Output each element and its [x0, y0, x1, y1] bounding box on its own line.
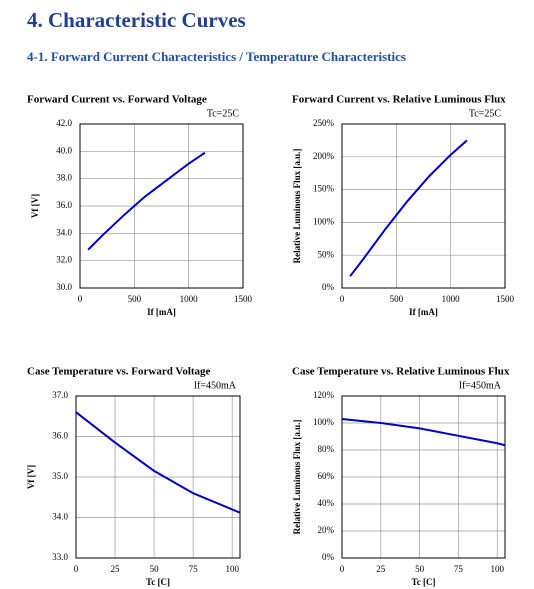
x-tick-label: 1500	[496, 294, 515, 304]
y-tick-label: 100%	[313, 216, 335, 226]
y-tick-label: 0%	[322, 282, 335, 292]
annotation: Tc=25C	[207, 108, 239, 119]
page-title: 4. Characteristic Curves	[27, 8, 246, 32]
y-tick-label: 120%	[313, 390, 335, 400]
x-tick-label: 1500	[234, 294, 253, 304]
chart-title: Forward Current vs. Forward Voltage	[27, 94, 207, 106]
y-tick-label: 34.0	[56, 227, 72, 237]
y-tick-label: 33.0	[52, 552, 68, 562]
chart-title: Case Temperature vs. Forward Voltage	[27, 366, 211, 378]
data-line	[349, 139, 468, 277]
plot-frame	[79, 123, 244, 289]
y-tick-label: 0%	[322, 552, 335, 562]
plot-frame	[341, 395, 506, 559]
y-tick-label: 60%	[318, 471, 335, 481]
x-tick-label: 50	[415, 564, 425, 574]
y-tick-label: 38.0	[56, 173, 72, 183]
y-tick-label: 30.0	[56, 282, 72, 292]
y-tick-label: 250%	[313, 118, 335, 128]
plot-frame	[341, 123, 506, 289]
x-tick-label: 100	[490, 564, 504, 574]
y-tick-label: 34.0	[52, 512, 68, 522]
x-tick-label: 25	[376, 564, 386, 574]
x-tick-label: 0	[340, 564, 345, 574]
x-tick-label: 0	[78, 294, 83, 304]
chart-title: Forward Current vs. Relative Luminous Fl…	[292, 94, 506, 106]
x-axis-label: Tc [C]	[412, 577, 436, 587]
x-tick-label: 25	[111, 564, 121, 574]
x-tick-label: 0	[74, 564, 79, 574]
data-line	[75, 411, 241, 514]
x-tick-label: 75	[454, 564, 464, 574]
y-tick-label: 150%	[313, 184, 335, 194]
x-tick-label: 500	[390, 294, 404, 304]
x-tick-label: 75	[189, 564, 199, 574]
y-tick-label: 35.0	[52, 471, 68, 481]
data-line	[341, 417, 506, 447]
y-tick-label: 80%	[318, 444, 335, 454]
data-line	[87, 151, 206, 251]
y-axis-label: Relative Luminous Flux [a.u.]	[292, 149, 302, 264]
y-tick-label: 36.0	[56, 200, 72, 210]
x-tick-label: 500	[128, 294, 142, 304]
y-tick-label: 20%	[318, 525, 335, 535]
x-tick-label: 50	[150, 564, 160, 574]
y-tick-label: 40%	[318, 498, 335, 508]
x-tick-label: 1000	[442, 294, 461, 304]
annotation: Tc=25C	[469, 108, 501, 119]
chart-title: Case Temperature vs. Relative Luminous F…	[292, 366, 510, 378]
y-tick-label: 100%	[313, 417, 335, 427]
y-tick-label: 37.0	[52, 390, 68, 400]
plot-frame	[75, 395, 241, 559]
y-axis-label: Vf [V]	[26, 465, 36, 489]
annotation: If=450mA	[194, 380, 237, 391]
y-tick-label: 42.0	[56, 118, 72, 128]
x-axis-label: Tc [C]	[146, 577, 170, 587]
y-tick-label: 200%	[313, 151, 335, 161]
y-axis-label: Relative Luminous Flux [a.u.]	[292, 420, 302, 535]
y-tick-label: 40.0	[56, 145, 72, 155]
annotation: If=450mA	[459, 380, 502, 391]
page-subtitle: 4-1. Forward Current Characteristics / T…	[27, 49, 406, 64]
y-tick-label: 32.0	[56, 255, 72, 265]
y-tick-label: 50%	[318, 249, 335, 259]
y-axis-label: Vf [V]	[30, 194, 40, 218]
y-tick-label: 36.0	[52, 431, 68, 441]
x-axis-label: If [mA]	[147, 307, 176, 317]
x-tick-label: 1000	[180, 294, 199, 304]
x-tick-label: 0	[340, 294, 345, 304]
x-axis-label: If [mA]	[409, 307, 438, 317]
x-tick-label: 100	[225, 564, 239, 574]
